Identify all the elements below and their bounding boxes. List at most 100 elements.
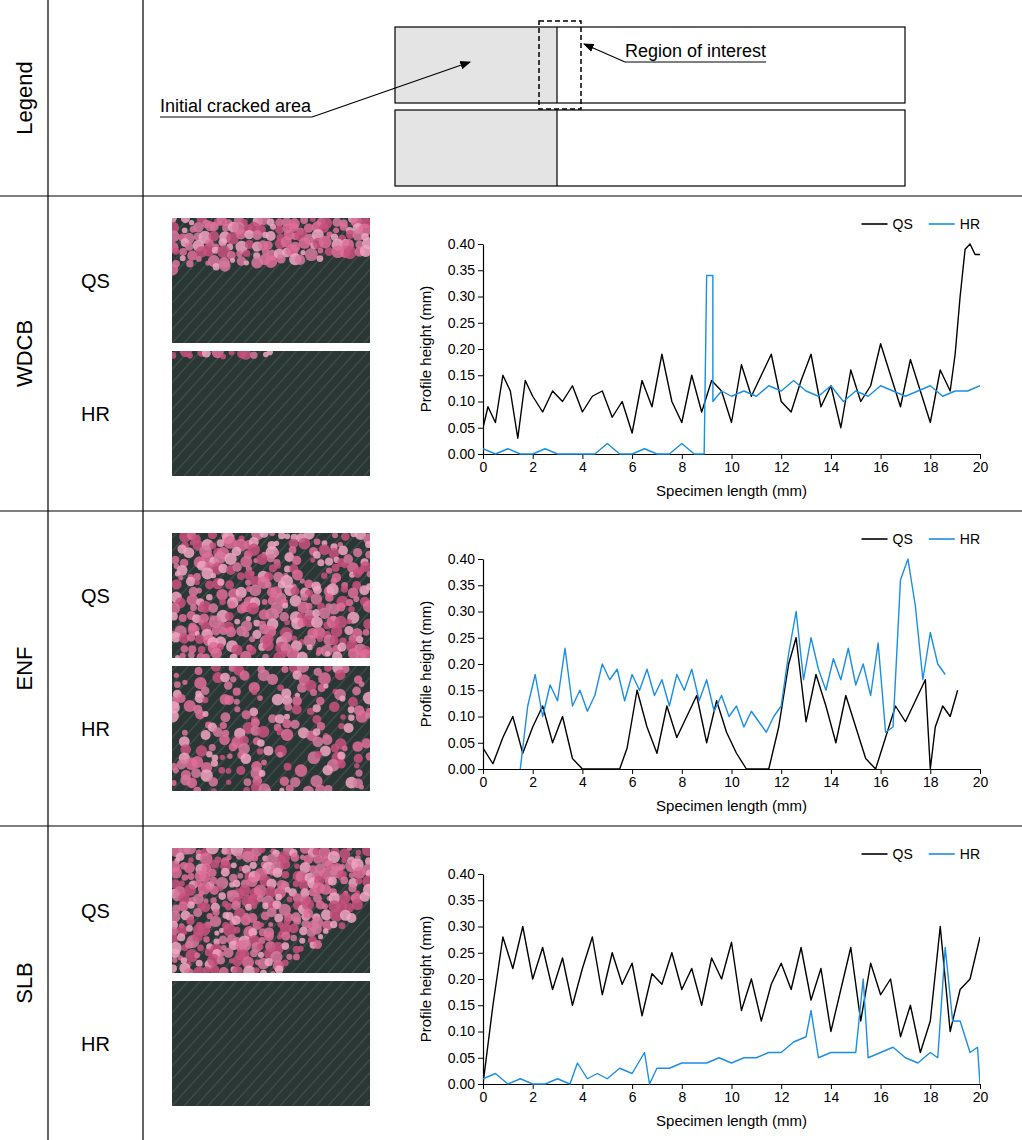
photo-texture <box>272 694 284 706</box>
y-tick-mark <box>478 874 483 875</box>
legend-swatch <box>862 538 888 540</box>
y-tick-label: 0.10 <box>448 708 475 724</box>
photo-texture <box>359 585 369 595</box>
photo-texture <box>360 245 370 257</box>
photo-texture <box>257 695 263 701</box>
y-tick: 0.15 <box>448 997 483 1013</box>
photo-texture <box>344 246 357 259</box>
photo-texture <box>224 695 234 705</box>
photo-texture <box>265 581 272 588</box>
photo-fibre <box>352 666 370 791</box>
photo-texture <box>232 562 241 571</box>
photo-texture <box>270 224 276 230</box>
photo-fibre <box>184 981 297 1106</box>
photo-texture <box>211 648 222 658</box>
photo-texture <box>175 655 180 658</box>
photo-texture <box>299 237 311 249</box>
x-tick-label: 16 <box>873 774 889 790</box>
x-tick-label: 12 <box>774 459 790 475</box>
y-tick-mark <box>478 1084 483 1085</box>
photo-texture <box>219 238 227 246</box>
photo-texture <box>267 674 278 685</box>
photo-texture <box>187 778 198 789</box>
photo-texture <box>260 533 269 538</box>
photo-texture <box>341 585 348 592</box>
photo-texture <box>356 878 362 884</box>
y-tick-mark <box>478 375 483 376</box>
axis-line <box>483 560 484 770</box>
photo-texture <box>220 712 230 722</box>
photo-texture <box>307 644 313 650</box>
photo-texture <box>295 764 308 777</box>
photo-texture <box>360 649 370 658</box>
photo-texture <box>317 255 324 262</box>
photo-fibre <box>196 533 309 658</box>
x-tick-label: 2 <box>529 1089 537 1105</box>
photo-fibre <box>196 666 309 791</box>
photo-texture <box>186 577 195 586</box>
photo-texture <box>234 706 240 712</box>
y-tick: 0.20 <box>448 341 483 357</box>
y-tick: 0.10 <box>448 393 483 409</box>
y-tick-mark <box>478 297 483 298</box>
photo-texture <box>198 646 206 654</box>
photo-texture <box>249 636 255 642</box>
photo-texture <box>340 877 348 885</box>
photo-texture <box>323 928 329 934</box>
photo-texture <box>285 703 293 711</box>
photo-texture <box>268 922 273 927</box>
photo-texture <box>289 924 299 934</box>
x-tick: 14 <box>824 1084 840 1105</box>
photo-texture <box>196 256 202 262</box>
photo-texture <box>318 672 331 685</box>
y-tick-label: 0.25 <box>448 315 475 331</box>
x-tick-label: 4 <box>579 459 587 475</box>
photo-texture <box>329 636 338 645</box>
photo-ground <box>172 981 370 1106</box>
y-tick-mark <box>478 664 483 665</box>
x-tick-label: 20 <box>973 1089 989 1105</box>
photo-fibre <box>172 666 261 791</box>
photo-texture <box>245 904 252 911</box>
photo-fibre <box>256 666 369 791</box>
photo-fibre <box>280 533 370 658</box>
photo-texture <box>290 853 299 862</box>
photo-texture <box>219 935 228 944</box>
photo-texture <box>348 884 356 892</box>
label-arrow <box>584 44 625 62</box>
photo-fibre <box>304 218 370 343</box>
photo-texture <box>359 784 364 789</box>
photo-texture <box>310 218 316 222</box>
photo-texture <box>262 599 268 605</box>
photo-texture <box>176 852 185 861</box>
y-tick: 0.00 <box>448 761 483 777</box>
photo-texture <box>219 967 229 973</box>
y-tick: 0.00 <box>448 446 483 462</box>
x-tick: 20 <box>973 1084 989 1105</box>
photo-texture <box>315 784 325 791</box>
photo-texture <box>270 971 275 973</box>
photo-texture <box>265 958 273 966</box>
photo-texture <box>303 786 314 791</box>
photo-texture <box>183 848 196 855</box>
x-tick-label: 20 <box>973 774 989 790</box>
x-tick: 8 <box>678 1084 686 1105</box>
photo-texture <box>319 544 330 555</box>
photo-texture <box>236 595 242 601</box>
photo-texture <box>284 763 292 771</box>
photo-texture <box>339 695 345 701</box>
photo-texture <box>324 785 332 791</box>
photo-texture <box>277 752 283 758</box>
photo-fibre <box>196 981 309 1106</box>
x-tick: 18 <box>923 769 939 790</box>
photo-texture <box>178 901 188 911</box>
photo-texture <box>220 673 230 683</box>
photo-texture <box>259 770 266 777</box>
photo-texture <box>367 571 370 578</box>
y-tick-label: 0.20 <box>448 656 475 672</box>
photo-texture <box>187 633 195 641</box>
photo-texture <box>210 897 216 903</box>
y-tick: 0.35 <box>448 262 483 278</box>
photo-texture <box>244 260 249 265</box>
photo-texture <box>322 734 332 744</box>
